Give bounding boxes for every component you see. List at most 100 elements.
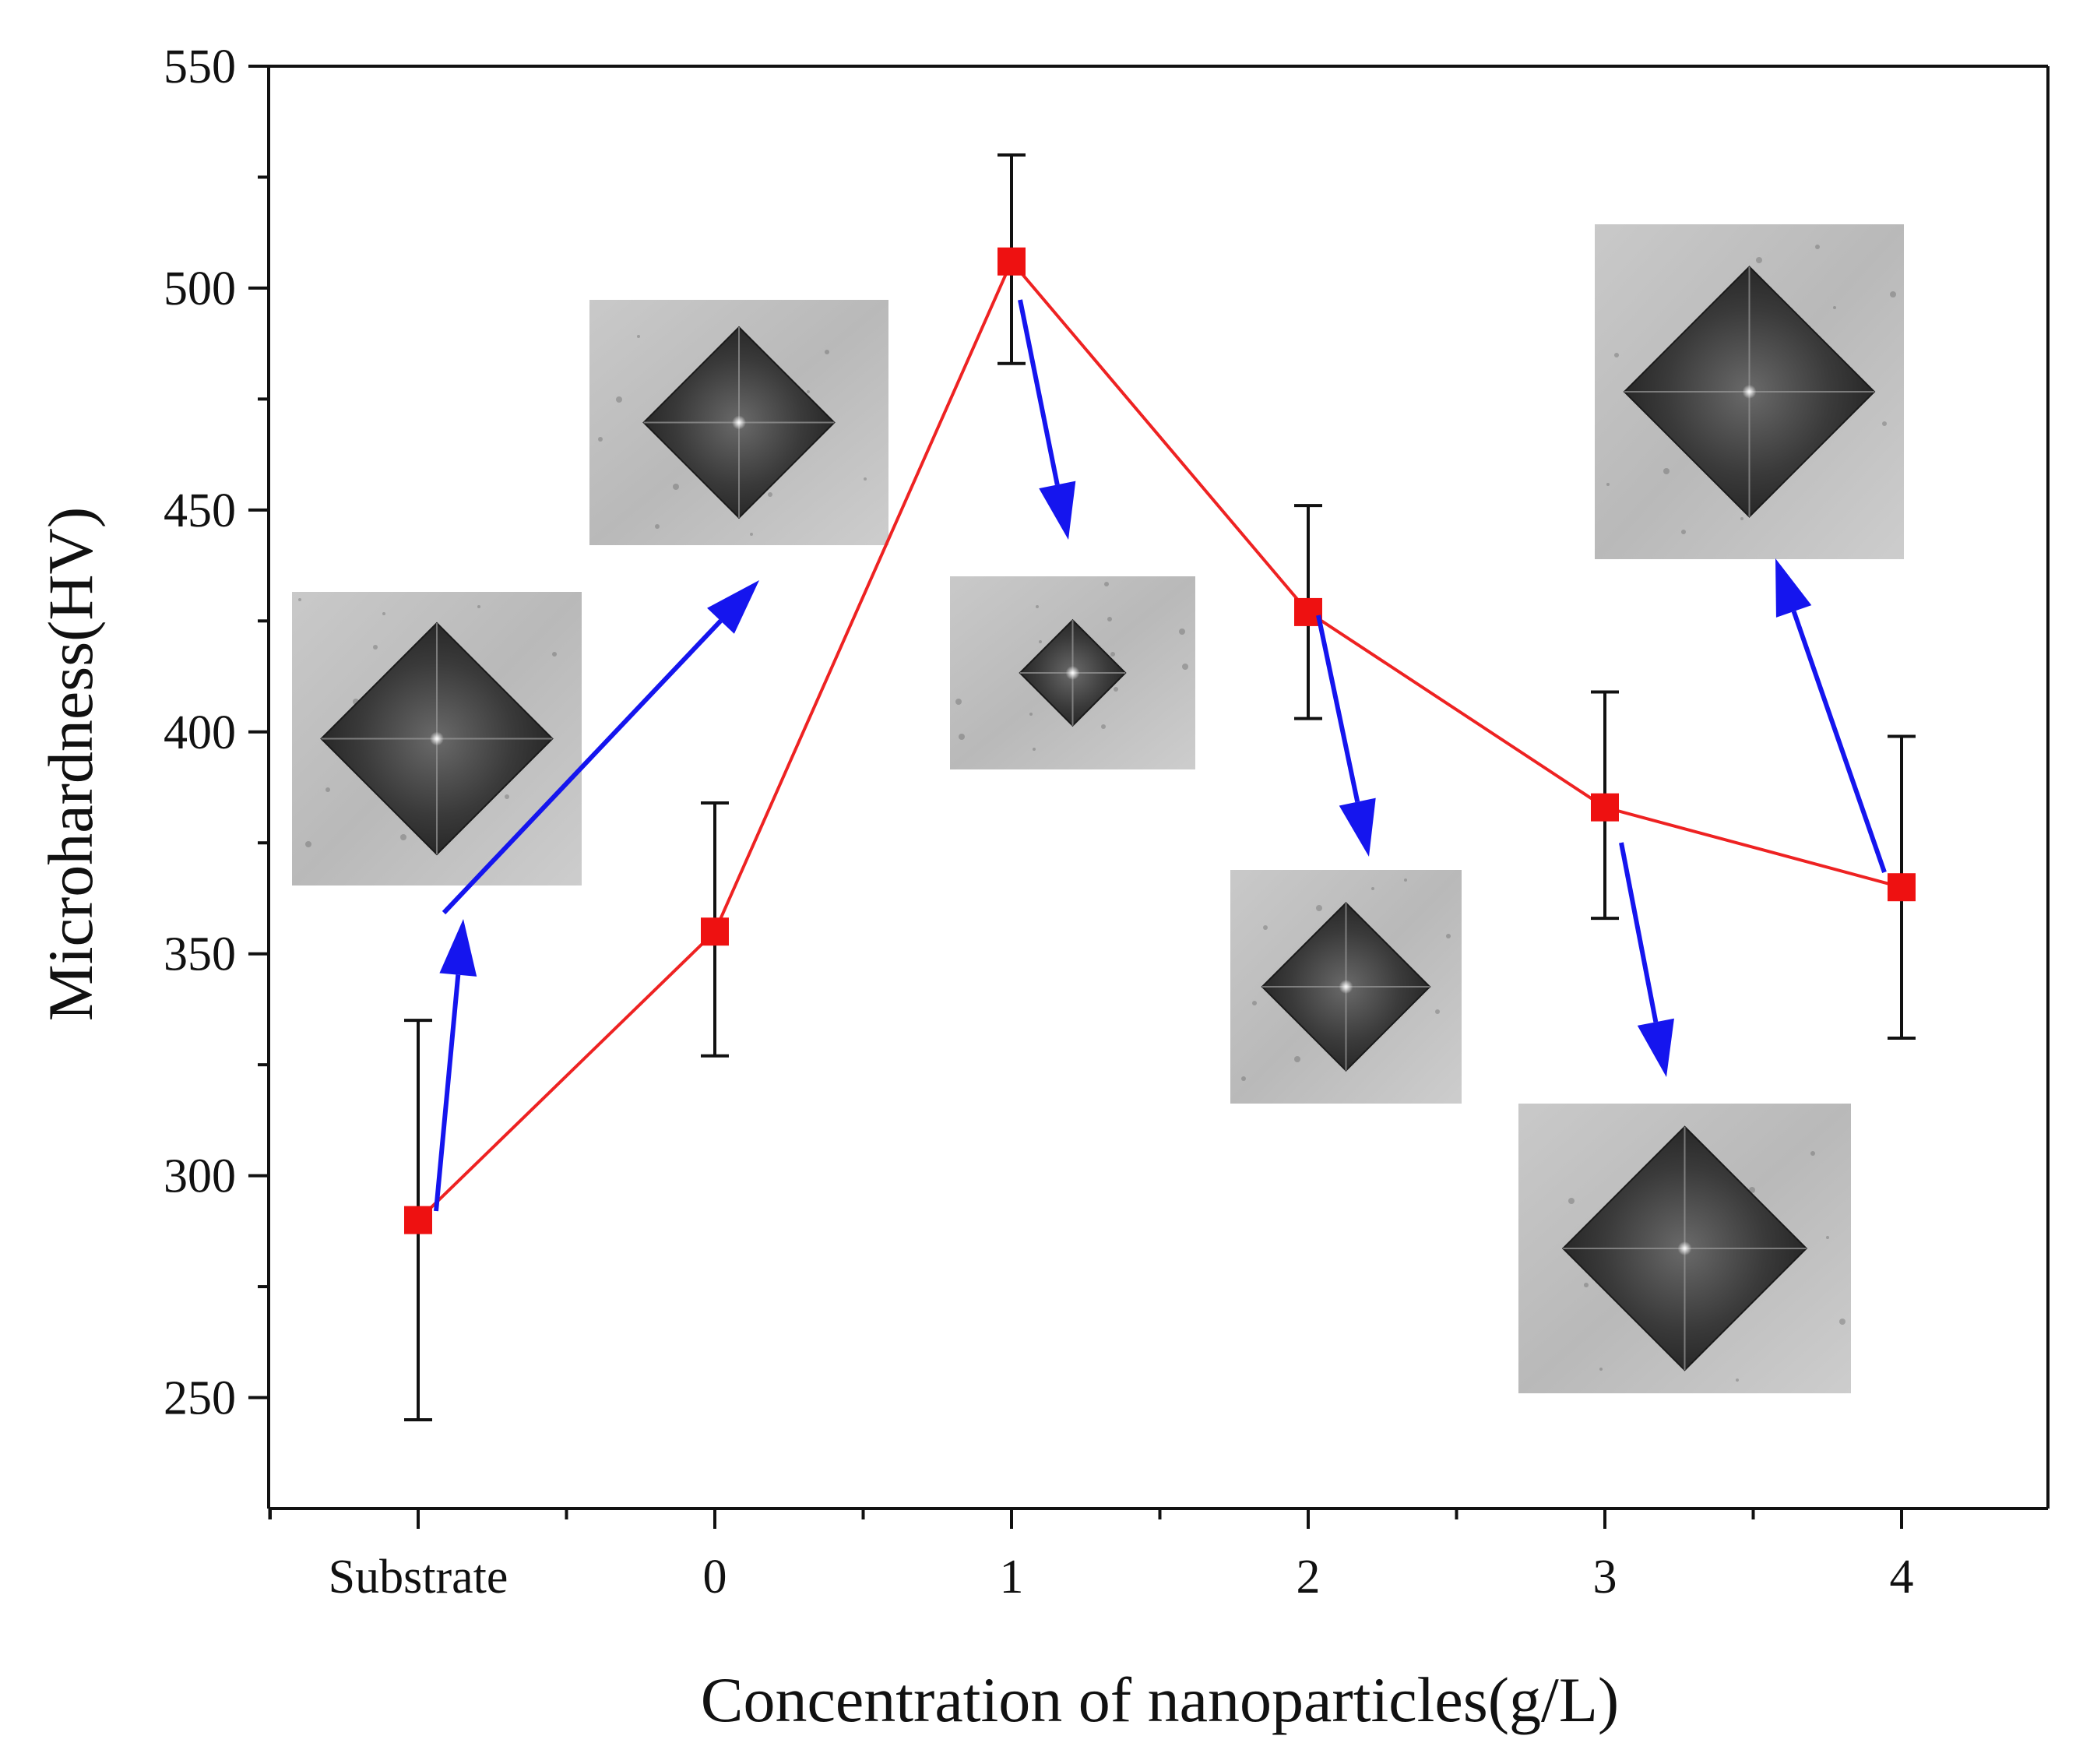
surface-speck	[825, 350, 829, 354]
surface-speck	[1839, 1319, 1845, 1325]
arrow-head	[439, 919, 477, 977]
surface-speck	[1263, 925, 1268, 930]
surface-speck	[305, 841, 311, 847]
pointer-arrow-0	[434, 919, 477, 1212]
label-layer: 250 300 350 400 450 500 550 Substrate 0 1 2 3 4 Conce…	[35, 40, 1914, 1735]
surface-speck	[373, 645, 378, 650]
pointer-arrow-3	[1316, 614, 1376, 857]
surface-speck	[1606, 483, 1610, 486]
y-tick-label: 550	[164, 40, 236, 93]
indentation-inset-4	[1518, 1104, 1851, 1393]
surface-speck	[1446, 934, 1451, 938]
indent-center-glow	[1677, 1241, 1692, 1255]
surface-speck	[616, 396, 622, 403]
surface-speck	[1371, 887, 1374, 890]
surface-speck	[1435, 1009, 1440, 1014]
y-tick-label: 500	[164, 262, 236, 315]
arrow-head	[1339, 797, 1376, 857]
arrow-head	[1039, 481, 1076, 540]
arrow-layer	[434, 299, 1887, 1212]
series-line	[417, 259, 1902, 1222]
pointer-arrow-1	[442, 580, 759, 915]
indent-center-glow	[732, 415, 746, 430]
surface-speck	[768, 492, 772, 497]
x-tick-label: Substrate	[329, 1551, 508, 1604]
surface-speck	[1404, 878, 1407, 882]
surface-speck	[1179, 628, 1185, 635]
data-point-marker	[701, 917, 729, 946]
indentation-inset-2	[950, 576, 1195, 769]
surface-speck	[1599, 1368, 1603, 1371]
axis-layer	[248, 65, 2050, 1529]
surface-speck	[552, 652, 557, 657]
surface-speck	[1107, 617, 1112, 621]
surface-speck	[1241, 1076, 1246, 1081]
surface-speck	[1036, 605, 1039, 608]
surface-speck	[400, 834, 406, 840]
pointer-arrow-5	[1775, 558, 1887, 873]
surface-speck	[637, 335, 640, 338]
surface-speck	[1114, 687, 1118, 692]
surface-speck	[382, 612, 385, 615]
x-tick-label: 1	[1000, 1551, 1024, 1604]
surface-speck	[1826, 1236, 1829, 1239]
surface-speck	[1740, 517, 1743, 520]
arrow-head	[1775, 558, 1812, 618]
surface-speck	[1890, 291, 1896, 298]
pointer-arrow-2	[1018, 299, 1076, 540]
indentation-inset-3	[1230, 870, 1462, 1104]
surface-speck	[477, 605, 480, 608]
surface-speck	[325, 787, 330, 792]
indentation-inset-0	[292, 592, 582, 886]
surface-speck	[1252, 1001, 1257, 1005]
arrow-shaft	[434, 974, 461, 1212]
surface-speck	[1316, 905, 1322, 911]
surface-speck	[298, 598, 301, 601]
x-tick-label: 2	[1297, 1551, 1321, 1604]
data-point-marker	[1591, 793, 1619, 822]
x-tick-label: 3	[1593, 1551, 1617, 1604]
y-tick-label: 400	[164, 706, 236, 759]
surface-speck	[807, 390, 810, 393]
surface-speck	[673, 484, 679, 490]
surface-speck	[1033, 748, 1036, 751]
surface-speck	[1294, 1056, 1300, 1062]
surface-speck	[598, 437, 603, 442]
data-point-marker	[1888, 873, 1916, 902]
arrow-shaft	[1018, 299, 1060, 486]
surface-speck	[1756, 257, 1762, 263]
surface-speck	[1681, 530, 1686, 534]
surface-speck	[959, 734, 965, 740]
surface-speck	[1833, 306, 1836, 309]
x-tick-label: 0	[703, 1551, 727, 1604]
y-axis-title: Microhardness(HV)	[35, 507, 106, 1021]
indent-center-glow	[1339, 980, 1353, 994]
surface-speck	[1101, 724, 1106, 729]
surface-speck	[655, 524, 660, 529]
y-tick-label: 300	[164, 1150, 236, 1203]
indent-center-glow	[1742, 385, 1757, 399]
indentation-inset-1	[589, 300, 888, 545]
pointer-arrow-4	[1619, 842, 1674, 1077]
surface-speck	[864, 477, 867, 481]
x-axis-title: Concentration of nanoparticles(g/L)	[701, 1664, 1619, 1735]
surface-speck	[505, 794, 509, 799]
arrow-head	[707, 580, 759, 634]
surface-speck	[1104, 582, 1109, 586]
surface-speck	[1736, 1378, 1739, 1382]
surface-speck	[1110, 652, 1115, 657]
surface-speck	[1029, 713, 1033, 716]
surface-speck	[1568, 1198, 1575, 1204]
arrow-shaft	[1316, 614, 1360, 803]
inset-layer	[292, 224, 1904, 1393]
y-tick-label: 350	[164, 928, 236, 981]
arrow-shaft	[1791, 611, 1887, 873]
surface-speck	[1815, 245, 1820, 249]
surface-speck	[1663, 468, 1670, 474]
surface-speck	[1182, 664, 1188, 670]
surface-speck	[1882, 421, 1887, 426]
surface-speck	[1039, 640, 1042, 643]
indentation-inset-5	[1595, 224, 1904, 559]
arrow-shaft	[442, 619, 723, 915]
